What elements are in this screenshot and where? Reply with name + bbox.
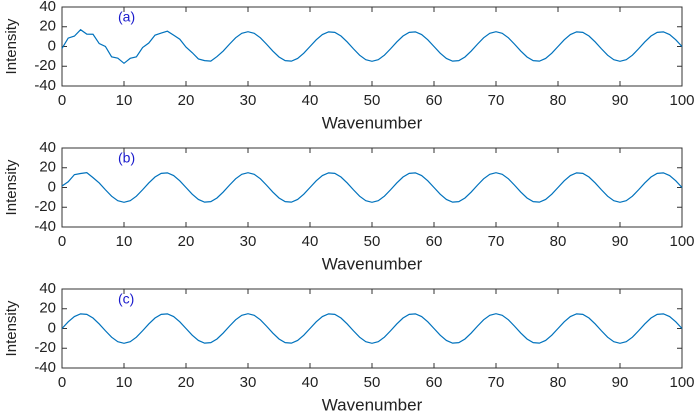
x-tick-label: 70 <box>488 92 505 109</box>
y-tick-label: 20 <box>39 159 56 176</box>
y-tick-label: 20 <box>39 18 56 35</box>
annotation: (a) <box>118 9 135 25</box>
x-tick-label: 100 <box>669 92 694 109</box>
x-tick-label: 100 <box>669 233 694 250</box>
y-tick-label: -20 <box>34 57 56 74</box>
y-tick-label: -40 <box>34 218 56 235</box>
x-tick-label: 80 <box>550 233 567 250</box>
x-tick-label: 40 <box>302 374 319 391</box>
y-axis-label: Intensity <box>3 300 20 356</box>
x-tick-label: 90 <box>612 92 629 109</box>
annotation: (b) <box>118 150 135 166</box>
x-tick-label: 60 <box>426 374 443 391</box>
y-tick-label: -20 <box>34 198 56 215</box>
y-tick-label: 40 <box>39 280 56 297</box>
x-axis-label: Wavenumber <box>322 113 423 132</box>
x-tick-label: 30 <box>240 233 257 250</box>
data-line <box>61 172 683 203</box>
x-tick-label: 60 <box>426 92 443 109</box>
x-tick-label: 50 <box>364 233 381 250</box>
x-tick-label: 50 <box>364 374 381 391</box>
annotation: (c) <box>118 291 134 307</box>
x-tick-label: 40 <box>302 233 319 250</box>
y-tick-label: 40 <box>39 0 56 15</box>
x-tick-label: 100 <box>669 374 694 391</box>
x-tick-label: 30 <box>240 374 257 391</box>
y-tick-label: 0 <box>48 178 56 195</box>
axes-frame <box>61 288 683 369</box>
y-axis-label: Intensity <box>3 18 20 74</box>
x-tick-label: 50 <box>364 92 381 109</box>
x-tick-label: 20 <box>178 92 195 109</box>
y-tick-label: 20 <box>39 300 56 317</box>
data-line <box>61 28 683 65</box>
x-tick-label: 60 <box>426 233 443 250</box>
x-axis-label: Wavenumber <box>322 395 423 414</box>
y-axis-label: Intensity <box>3 159 20 215</box>
x-tick-label: 80 <box>550 374 567 391</box>
y-tick-label: 40 <box>39 139 56 156</box>
y-tick-label: 0 <box>48 319 56 336</box>
x-tick-label: 90 <box>612 233 629 250</box>
x-tick-label: 80 <box>550 92 567 109</box>
x-tick-label: 20 <box>178 233 195 250</box>
axes-frame <box>61 6 683 87</box>
x-axis-label: Wavenumber <box>322 254 423 273</box>
x-tick-label: 0 <box>58 374 66 391</box>
y-tick-label: -40 <box>34 359 56 376</box>
x-tick-label: 40 <box>302 92 319 109</box>
y-tick-label: -20 <box>34 339 56 356</box>
x-tick-label: 70 <box>488 233 505 250</box>
y-tick-label: -40 <box>34 77 56 94</box>
axes-frame <box>61 147 683 228</box>
x-tick-label: 10 <box>116 374 133 391</box>
x-tick-label: 70 <box>488 374 505 391</box>
x-tick-label: 0 <box>58 233 66 250</box>
x-tick-label: 90 <box>612 374 629 391</box>
x-tick-label: 20 <box>178 374 195 391</box>
x-tick-label: 30 <box>240 92 257 109</box>
x-tick-label: 10 <box>116 92 133 109</box>
x-tick-label: 10 <box>116 233 133 250</box>
data-line <box>61 313 683 344</box>
y-tick-label: 0 <box>48 37 56 54</box>
x-tick-label: 0 <box>58 92 66 109</box>
